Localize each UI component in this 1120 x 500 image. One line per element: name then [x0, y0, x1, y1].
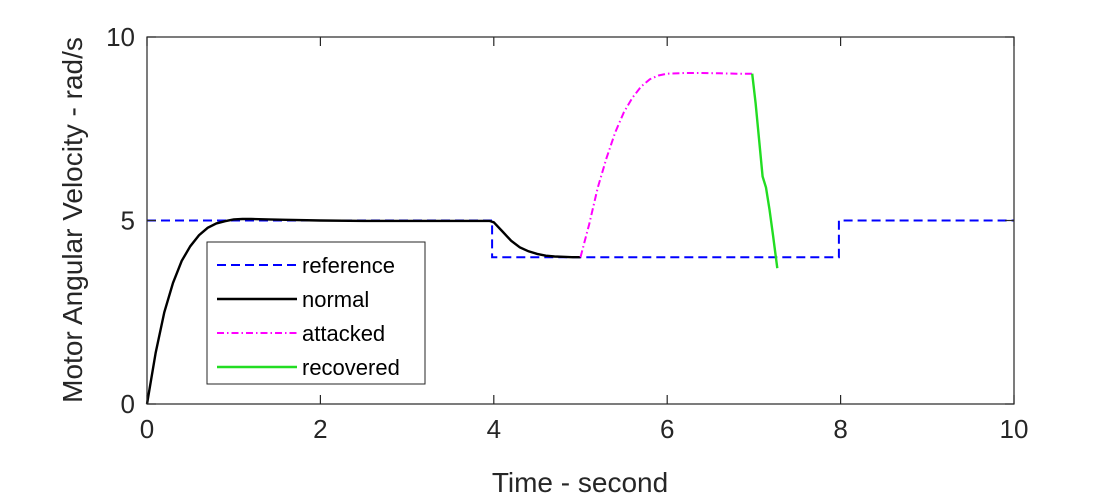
- x-tick-label: 2: [313, 414, 327, 444]
- chart-marks: [145, 72, 1014, 405]
- legend: reference normal attacked recovered: [206, 241, 426, 385]
- x-tick-label: 0: [140, 414, 154, 444]
- y-tick-label: 10: [106, 22, 135, 52]
- x-axis-label: Time - second: [492, 467, 668, 498]
- series-line-normal: [145, 217, 581, 405]
- x-tick-label: 4: [487, 414, 501, 444]
- y-tick-label: 5: [121, 206, 135, 236]
- series-line-attacked: [579, 72, 754, 258]
- legend-box: [206, 241, 426, 385]
- x-tick-label: 8: [833, 414, 847, 444]
- legend-label-normal: normal: [302, 287, 369, 312]
- y-axis-label: Motor Angular Velocity - rad/s: [57, 37, 88, 403]
- legend-label-recovered: recovered: [302, 355, 400, 380]
- legend-label-attacked: attacked: [302, 321, 385, 346]
- x-tick-label: 6: [660, 414, 674, 444]
- y-tick-label: 0: [121, 389, 135, 419]
- legend-label-reference: reference: [302, 253, 395, 278]
- x-tick-label: 10: [1000, 414, 1029, 444]
- axis-ticks: 0 2 4 6 8 10 0 5 10: [106, 22, 1028, 444]
- series-line-recovered: [751, 73, 779, 269]
